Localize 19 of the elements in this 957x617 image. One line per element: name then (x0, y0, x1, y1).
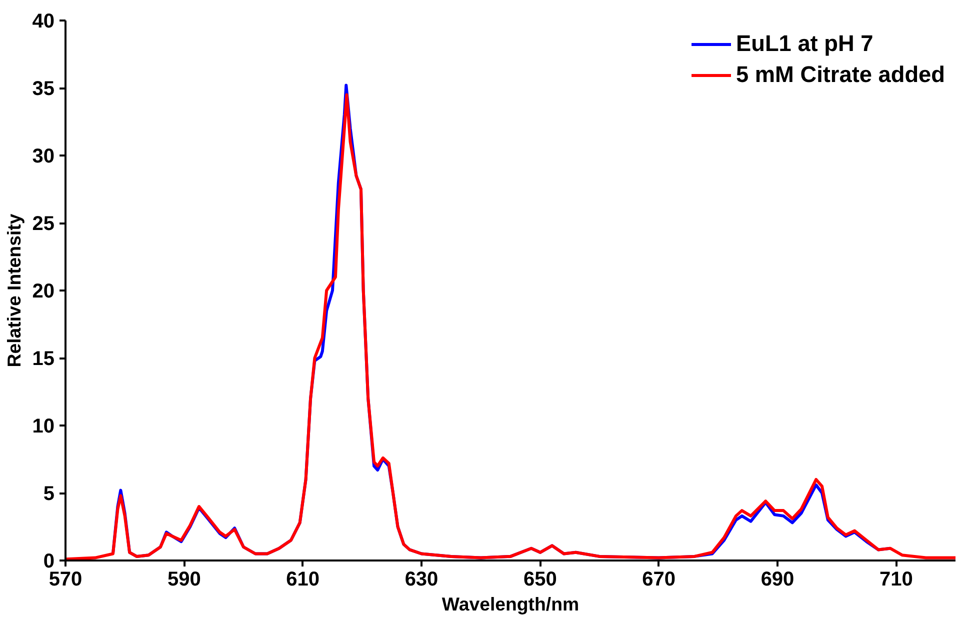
y-tick-label: 30 (32, 146, 55, 168)
y-tick-label: 20 (32, 280, 55, 302)
x-tick-label: 610 (286, 568, 320, 590)
x-tick-label: 630 (404, 568, 438, 590)
y-tick-label: 5 (43, 483, 54, 505)
x-tick-label: 670 (642, 568, 676, 590)
y-tick-label: 35 (32, 78, 55, 100)
y-tick-label: 25 (32, 213, 55, 235)
legend-label: 5 mM Citrate added (736, 61, 945, 88)
y-tick-label: 15 (32, 348, 55, 370)
y-tick-label: 40 (32, 10, 55, 32)
x-tick-label: 710 (879, 568, 913, 590)
x-tick-label: 590 (167, 568, 201, 590)
y-tick-label: 10 (32, 416, 55, 438)
y-axis-title: Relative Intensity (3, 213, 24, 368)
x-tick-label: 690 (760, 568, 794, 590)
legend-label: EuL1 at pH 7 (736, 30, 874, 57)
x-axis-title: Wavelength/nm (442, 594, 580, 614)
x-tick-label: 650 (523, 568, 557, 590)
